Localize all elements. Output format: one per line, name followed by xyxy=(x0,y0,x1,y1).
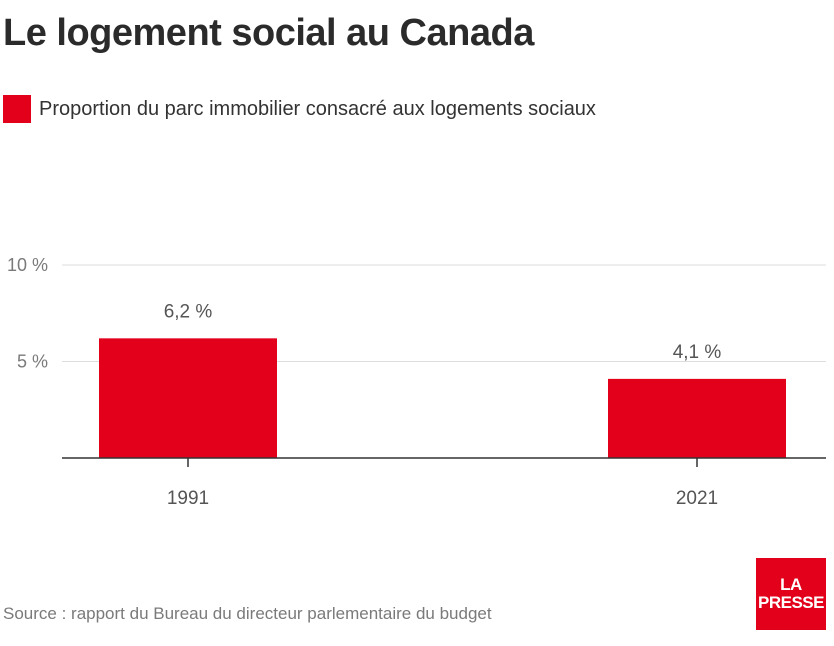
x-tick-label: 2021 xyxy=(676,488,718,509)
legend-label: Proportion du parc immobilier consacré a… xyxy=(39,97,596,120)
legend: Proportion du parc immobilier consacré a… xyxy=(3,95,596,123)
la-presse-logo: LA PRESSE xyxy=(756,558,826,630)
bar xyxy=(99,338,277,458)
bar xyxy=(608,378,786,458)
legend-swatch xyxy=(3,95,31,123)
x-tick-label: 1991 xyxy=(167,488,209,509)
y-tick-label: 10 % xyxy=(7,255,48,275)
bar-chart: 5 % 10 % 6,2 % 1991 4,1 % 2021 xyxy=(7,255,826,509)
source-note: Source : rapport du Bureau du directeur … xyxy=(3,604,492,623)
logo-line-2: PRESSE xyxy=(758,593,824,612)
logo-line-1: LA xyxy=(780,575,802,594)
chart-title: Le logement social au Canada xyxy=(3,12,534,54)
data-label: 4,1 % xyxy=(673,342,722,363)
y-tick-label: 5 % xyxy=(17,352,48,372)
data-label: 6,2 % xyxy=(164,301,213,322)
